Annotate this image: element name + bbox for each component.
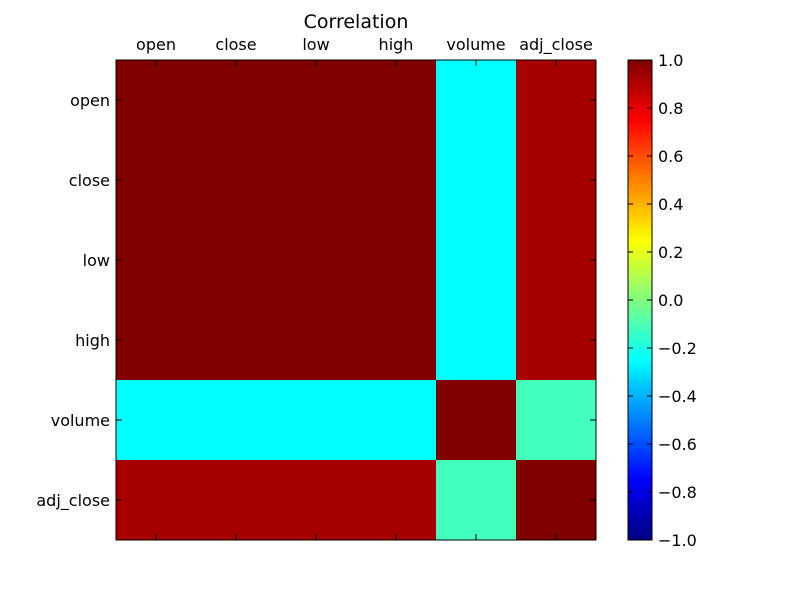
heatmap-cell-high-adj-close <box>516 300 597 381</box>
heatmap-cell-close-volume <box>436 140 517 221</box>
colorbar-tick-label-0: −1.0 <box>658 531 697 550</box>
x-tick-label-low: low <box>302 35 329 54</box>
heatmap-cell-adj-close-low <box>276 460 357 541</box>
heatmap-cell-volume-close <box>196 380 277 461</box>
heatmap-cell-high-open <box>116 300 197 381</box>
x-tick-label-adj-close: adj_close <box>519 35 593 55</box>
heatmap-cell-high-volume <box>436 300 517 381</box>
heatmap-cell-volume-low <box>276 380 357 461</box>
colorbar-tick-label-7: 0.4 <box>658 195 683 214</box>
heatmap-cell-open-adj-close <box>516 60 597 141</box>
colorbar-tick-label-3: −0.4 <box>658 387 697 406</box>
heatmap-cell-close-adj-close <box>516 140 597 221</box>
heatmap-cell-adj-close-volume <box>436 460 517 541</box>
heatmap-cell-volume-high <box>356 380 437 461</box>
heatmap-cell-low-open <box>116 220 197 301</box>
heatmap-cell-low-low <box>276 220 357 301</box>
heatmap-cell-close-close <box>196 140 277 221</box>
heatmap-cell-volume-volume <box>436 380 517 461</box>
y-tick-label-adj-close: adj_close <box>36 491 110 511</box>
heatmap-cell-close-low <box>276 140 357 221</box>
heatmap-cell-adj-close-close <box>196 460 277 541</box>
heatmap-cell-low-close <box>196 220 277 301</box>
heatmap-cell-open-low <box>276 60 357 141</box>
heatmap-cell-open-close <box>196 60 277 141</box>
x-tick-label-close: close <box>215 35 256 54</box>
heatmap-cell-close-high <box>356 140 437 221</box>
heatmap-cell-volume-adj-close <box>516 380 597 461</box>
colorbar-tick-label-10: 1.0 <box>658 51 683 70</box>
colorbar-tick-label-2: −0.6 <box>658 435 697 454</box>
y-tick-label-low: low <box>83 251 110 270</box>
x-tick-label-open: open <box>136 35 176 54</box>
heatmap-cells <box>116 60 597 541</box>
chart-title: Correlation <box>304 11 409 33</box>
y-tick-label-high: high <box>75 331 110 350</box>
heatmap-cell-adj-close-adj-close <box>516 460 597 541</box>
y-tick-label-close: close <box>69 171 110 190</box>
colorbar-tick-label-6: 0.2 <box>658 243 683 262</box>
heatmap-cell-low-adj-close <box>516 220 597 301</box>
colorbar-tick-label-1: −0.8 <box>658 483 697 502</box>
x-tick-label-high: high <box>379 35 414 54</box>
heatmap-cell-adj-close-high <box>356 460 437 541</box>
y-tick-label-volume: volume <box>51 411 110 430</box>
colorbar-tick-label-9: 0.8 <box>658 99 683 118</box>
colorbar-tick-label-4: −0.2 <box>658 339 697 358</box>
heatmap-cell-low-volume <box>436 220 517 301</box>
y-tick-label-open: open <box>70 91 110 110</box>
heatmap-ticks: open close low high volume adj_closeopenclose… <box>36 35 596 540</box>
colorbar-tick-label-8: 0.6 <box>658 147 683 166</box>
heatmap-frame <box>115 59 597 541</box>
heatmap-cell-high-low <box>276 300 357 381</box>
heatmap-cell-high-close <box>196 300 277 381</box>
colorbar-tick-label-5: 0.0 <box>658 291 683 310</box>
heatmap-cell-open-open <box>116 60 197 141</box>
heatmap-cell-adj-close-open <box>116 460 197 541</box>
heatmap-cell-volume-open <box>116 380 197 461</box>
x-tick-label-volume: volume <box>446 35 505 54</box>
heatmap-cell-open-high <box>356 60 437 141</box>
colorbar: −1.0 −0.8 −0.6 −0.4 −0.2 0.0 0.2 0.4 0.6 0.8 1.0 <box>627 51 697 550</box>
heatmap-cell-low-high <box>356 220 437 301</box>
heatmap-cell-high-high <box>356 300 437 381</box>
heatmap-cell-open-volume <box>436 60 517 141</box>
heatmap-cell-close-open <box>116 140 197 221</box>
